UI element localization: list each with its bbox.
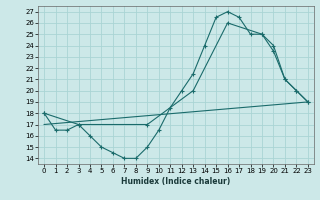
X-axis label: Humidex (Indice chaleur): Humidex (Indice chaleur) [121,177,231,186]
